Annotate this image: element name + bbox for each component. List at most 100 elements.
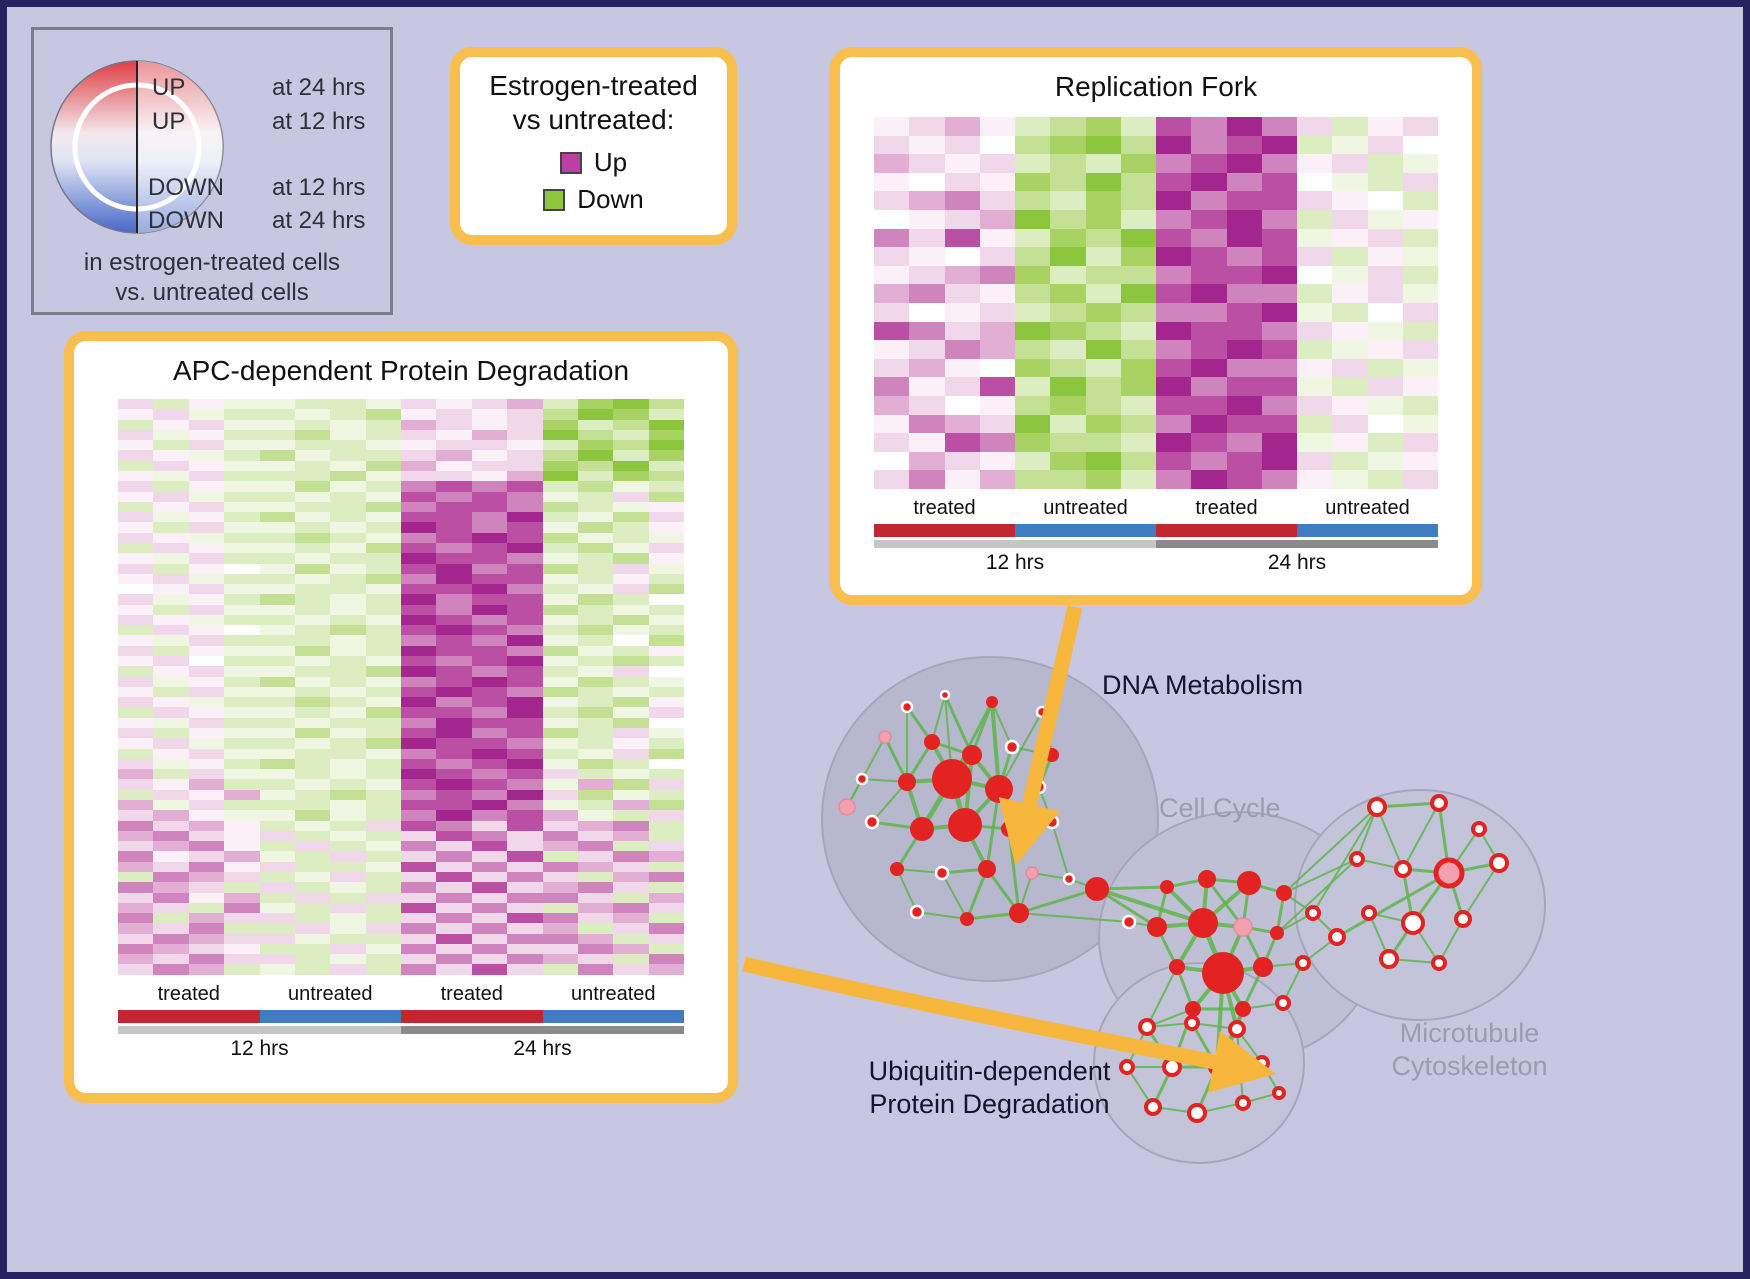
- heatmap-cell: [224, 481, 260, 492]
- heatmap-cell: [118, 501, 154, 513]
- heatmap-row: [118, 810, 684, 821]
- heatmap-cell: [259, 738, 295, 749]
- heatmap-cell: [648, 563, 684, 574]
- heatmap-cell: [1015, 451, 1051, 471]
- heatmap-cell: [542, 470, 578, 482]
- heatmap-cell: [259, 481, 295, 492]
- heatmap-cell: [471, 820, 508, 831]
- heatmap-cell: [507, 954, 543, 965]
- network-edge: [963, 787, 1001, 827]
- heatmap-cell: [577, 913, 614, 924]
- heatmap-cell: [259, 450, 295, 461]
- heatmap-cell: [224, 913, 260, 924]
- network-edge: [1008, 786, 1040, 830]
- heatmap-cell: [613, 542, 649, 554]
- heatmap-cell: [613, 450, 649, 461]
- heatmap-cell: [330, 666, 366, 677]
- heatmap-cell: [577, 686, 614, 698]
- heatmap-cell: [874, 377, 910, 396]
- heatmap-cell: [224, 841, 260, 852]
- heatmap-cell: [330, 409, 366, 420]
- heatmap-cell: [507, 645, 543, 657]
- heatmap-cell: [507, 470, 543, 482]
- heatmap-cell: [979, 433, 1015, 452]
- heatmap-cell: [259, 553, 295, 564]
- heatmap-cell: [401, 861, 437, 872]
- heatmap-cell: [153, 553, 189, 564]
- heatmap-cell: [648, 686, 684, 698]
- heatmap-cell: [188, 913, 225, 924]
- heatmap-cell: [542, 748, 578, 759]
- heatmap-cell: [1156, 154, 1192, 173]
- network-edge: [1175, 965, 1225, 975]
- heatmap-cell: [542, 573, 578, 585]
- heatmap-cell: [294, 892, 331, 903]
- heatmap-cell: [188, 399, 225, 410]
- heatmap-cell: [648, 841, 684, 852]
- heatmap-cell: [294, 841, 331, 852]
- heatmap-cell: [979, 172, 1015, 192]
- heatmap-cell: [1297, 172, 1333, 192]
- network-edge: [1145, 1025, 1174, 1069]
- heatmap-cell: [401, 738, 437, 749]
- heatmap-cell: [436, 501, 472, 513]
- heatmap-cell: [1226, 451, 1262, 471]
- heatmap-cell: [330, 491, 366, 502]
- replication-fork-box: Replication Fork treated untreated treat…: [830, 47, 1482, 605]
- network-node: [978, 860, 996, 878]
- heatmap-cell: [1050, 470, 1086, 489]
- heatmap-cell: [188, 954, 225, 965]
- estrogen-legend-box: Estrogen-treated vs untreated: Up Down: [450, 47, 737, 245]
- heatmap-cell: [577, 522, 614, 533]
- heatmap-cell: [909, 154, 945, 173]
- network-edge: [1312, 912, 1338, 938]
- heatmap-cell: [436, 470, 472, 482]
- heatmap-cell: [507, 882, 543, 893]
- heatmap-cell: [613, 429, 649, 441]
- replication-fork-axis: treated untreated treated untreated 12 h…: [874, 497, 1438, 575]
- heatmap-cell: [259, 933, 295, 944]
- network-edge: [1126, 1026, 1148, 1068]
- heatmap-cell: [1261, 265, 1297, 285]
- heatmap-cell: [259, 810, 295, 821]
- heatmap-row: [118, 902, 684, 914]
- heatmap-cell: [1015, 247, 1051, 266]
- heatmap-row: [118, 594, 684, 605]
- heatmap-cell: [294, 779, 331, 790]
- heatmap-cell: [1120, 154, 1156, 173]
- heatmap-cell: [944, 414, 980, 434]
- heatmap-cell: [224, 686, 260, 698]
- heatmap-cell: [648, 769, 684, 780]
- heatmap-cell: [471, 841, 508, 852]
- heatmap-cell: [1226, 228, 1262, 248]
- heatmap-cell: [874, 470, 910, 489]
- network-edge: [965, 867, 989, 921]
- heatmap-cell: [648, 614, 684, 626]
- heatmap-cell: [436, 666, 472, 677]
- heatmap-row: [874, 117, 1438, 136]
- heatmap-cell: [188, 522, 225, 533]
- heatmap-cell: [1297, 117, 1333, 136]
- heatmap-cell: [294, 933, 331, 944]
- group-labels: treated untreated treated untreated: [118, 983, 684, 1006]
- heatmap-cell: [507, 964, 543, 975]
- heatmap-cell: [648, 542, 684, 554]
- heatmap-cell: [471, 861, 508, 872]
- heatmap-cell: [365, 666, 401, 677]
- network-edge: [1216, 1062, 1263, 1068]
- heatmap-cell: [471, 419, 508, 430]
- heatmap-cell: [188, 625, 225, 636]
- heatmap-cell: [401, 830, 437, 842]
- heatmap-cell: [330, 861, 366, 872]
- heatmap-cell: [365, 656, 401, 667]
- heatmap-cell: [188, 882, 225, 893]
- heatmap-cell: [1226, 470, 1262, 489]
- heatmap-cell: [1156, 470, 1192, 489]
- heatmap-cell: [436, 481, 472, 492]
- heatmap-cell: [909, 302, 945, 322]
- heatmap-cell: [577, 841, 614, 852]
- heatmap-cell: [436, 728, 472, 739]
- network-edge: [1205, 877, 1251, 885]
- heatmap-cell: [294, 399, 331, 410]
- heatmap-cell: [259, 954, 295, 965]
